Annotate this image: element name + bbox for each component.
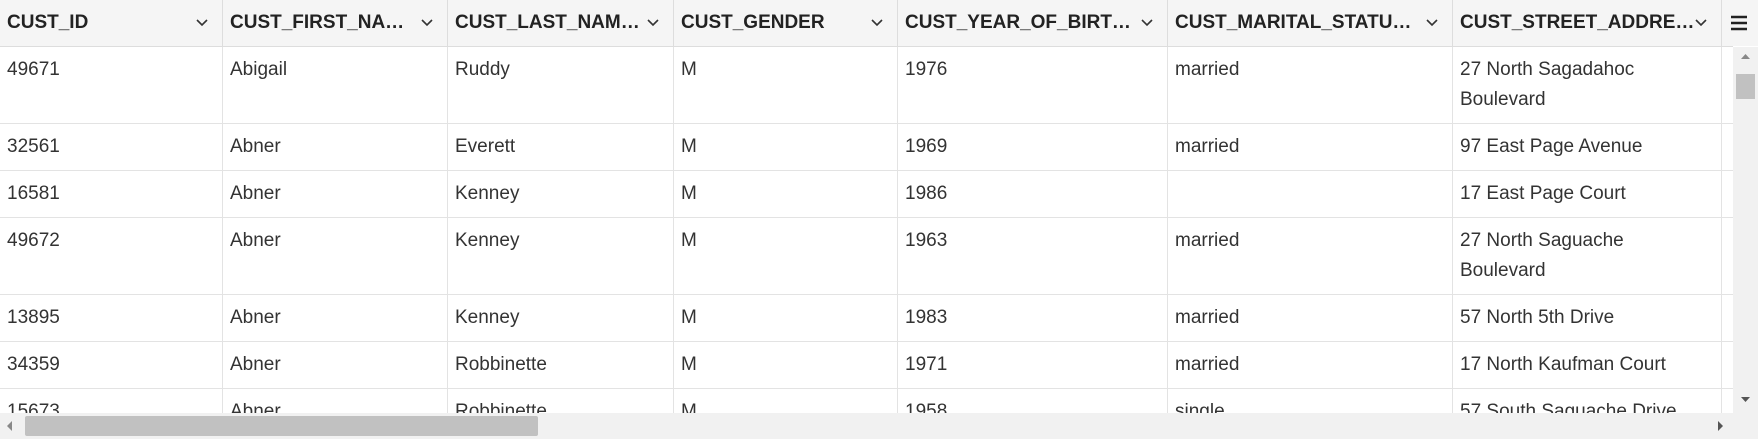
- horizontal-scroll-thumb[interactable]: [25, 416, 538, 436]
- table-cell: married: [1168, 47, 1453, 123]
- table-cell: Kenney: [448, 218, 674, 294]
- sort-chevron[interactable]: [421, 18, 433, 28]
- table-cell: Abner: [223, 389, 448, 413]
- table-cell: 97 East Page Avenue: [1453, 124, 1722, 170]
- column-header[interactable]: CUST_LAST_NAM…: [448, 0, 674, 46]
- scroll-arrows: [7, 421, 1723, 431]
- table-cell: 1963: [898, 218, 1168, 294]
- table-cell: M: [674, 218, 898, 294]
- table-cell: 17 North Kaufman Court: [1453, 342, 1722, 388]
- table-cell: 1986: [898, 171, 1168, 217]
- table-cell: 49672: [0, 218, 223, 294]
- table-cell: 1958: [898, 389, 1168, 413]
- table-cell: Abner: [223, 295, 448, 341]
- table-cell: 27 North Sagadahoc Boulevard: [1453, 47, 1722, 123]
- sort-chevron[interactable]: [196, 18, 208, 28]
- menu-icon: [1731, 15, 1747, 31]
- sort-chevron[interactable]: [1426, 18, 1438, 28]
- table-cell: M: [674, 342, 898, 388]
- sort-chevron[interactable]: [871, 18, 883, 28]
- sort-chevron[interactable]: [1695, 18, 1707, 28]
- table-cell: Robbinette: [448, 389, 674, 413]
- table-cell: M: [674, 124, 898, 170]
- column-title: CUST_ID: [7, 12, 89, 33]
- sort-chevron[interactable]: [1141, 18, 1153, 28]
- table-row[interactable]: 15673 Abner Robbinette M 1958 single 57 South …: [0, 389, 1733, 413]
- grid-body: 49671 Abigail Ruddy M 1976 married 27 North Sa…: [0, 47, 1733, 413]
- table-cell: Kenney: [448, 295, 674, 341]
- table-cell: Robbinette: [448, 342, 674, 388]
- table-cell: 57 South Saguache Drive: [1453, 389, 1722, 413]
- table-cell: M: [674, 295, 898, 341]
- table-row[interactable]: 49671 Abigail Ruddy M 1976 married 27 North Sa…: [0, 47, 1733, 124]
- column-title: CUST_YEAR_OF_BIRT…: [905, 12, 1131, 33]
- table-cell: 49671: [0, 47, 223, 123]
- table-row[interactable]: 13895 Abner Kenney M 1983 married 57 North 5th…: [0, 295, 1733, 342]
- column-title: CUST_STREET_ADDRE…: [1460, 12, 1695, 33]
- table-cell: 16581: [0, 171, 223, 217]
- table-cell: Abner: [223, 124, 448, 170]
- table-cell: married: [1168, 218, 1453, 294]
- table-cell: married: [1168, 295, 1453, 341]
- column-menu[interactable]: [1722, 0, 1758, 46]
- table-cell: 1983: [898, 295, 1168, 341]
- table-cell: Ruddy: [448, 47, 674, 123]
- table-cell: Everett: [448, 124, 674, 170]
- table-cell: 34359: [0, 342, 223, 388]
- grid-header: CUST_ID CUST_FIRST_NA… CUST_LAST_NAM… CUST_…: [0, 0, 1733, 47]
- table-cell: single: [1168, 389, 1453, 413]
- vertical-scroll-thumb[interactable]: [1736, 74, 1755, 99]
- column-header[interactable]: CUST_STREET_ADDRE…: [1453, 0, 1722, 46]
- column-title: CUST_GENDER: [681, 12, 825, 33]
- table-row[interactable]: 32561 Abner Everett M 1969 married 97 East Pag…: [0, 124, 1733, 171]
- table-cell: M: [674, 47, 898, 123]
- scroll-arrows: [1741, 54, 1750, 402]
- column-title: CUST_FIRST_NA…: [230, 12, 405, 33]
- data-grid: CUST_ID CUST_FIRST_NA… CUST_LAST_NAM… CUST_…: [0, 0, 1733, 413]
- table-cell: 1971: [898, 342, 1168, 388]
- table-cell: Abigail: [223, 47, 448, 123]
- table-cell: 32561: [0, 124, 223, 170]
- table-row[interactable]: 34359 Abner Robbinette M 1971 married 17 North…: [0, 342, 1733, 389]
- column-header[interactable]: CUST_MARITAL_STATU…: [1168, 0, 1453, 46]
- table-cell: 17 East Page Court: [1453, 171, 1722, 217]
- table-cell: married: [1168, 124, 1453, 170]
- table-cell: [1168, 171, 1453, 217]
- column-header[interactable]: CUST_FIRST_NA…: [223, 0, 448, 46]
- table-cell: Kenney: [448, 171, 674, 217]
- table-cell: Abner: [223, 342, 448, 388]
- column-title: CUST_MARITAL_STATU…: [1175, 12, 1412, 33]
- table-cell: M: [674, 171, 898, 217]
- column-title: CUST_LAST_NAM…: [455, 12, 640, 33]
- table-cell: 15673: [0, 389, 223, 413]
- sort-chevron[interactable]: [647, 18, 659, 28]
- table-cell: 13895: [0, 295, 223, 341]
- table-cell: 27 North Saguache Boulevard: [1453, 218, 1722, 294]
- table-cell: married: [1168, 342, 1453, 388]
- table-row[interactable]: 16581 Abner Kenney M 1986 17 East Page Court: [0, 171, 1733, 218]
- table-cell: 57 North 5th Drive: [1453, 295, 1722, 341]
- table-row[interactable]: 49672 Abner Kenney M 1963 married 27 North Sag…: [0, 218, 1733, 295]
- table-cell: 1969: [898, 124, 1168, 170]
- column-header[interactable]: CUST_GENDER: [674, 0, 898, 46]
- vertical-scrollbar[interactable]: [1733, 47, 1758, 413]
- table-cell: Abner: [223, 218, 448, 294]
- column-header[interactable]: CUST_ID: [0, 0, 223, 46]
- table-cell: 1976: [898, 47, 1168, 123]
- table-cell: Abner: [223, 171, 448, 217]
- table-cell: M: [674, 389, 898, 413]
- column-header[interactable]: CUST_YEAR_OF_BIRT…: [898, 0, 1168, 46]
